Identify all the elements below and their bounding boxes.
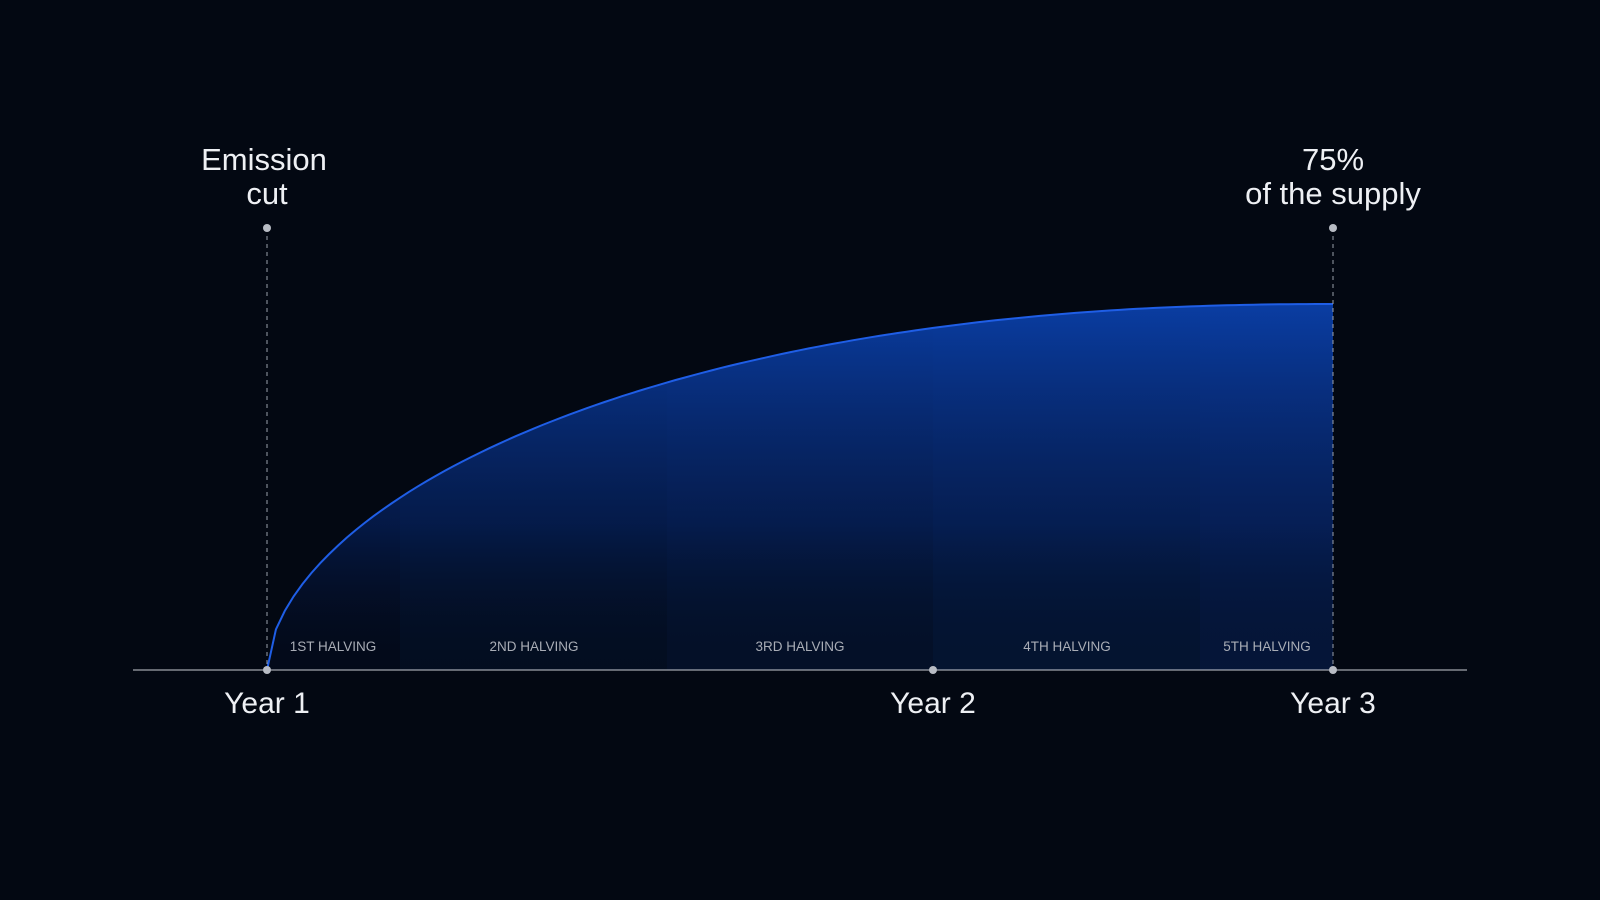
emission-cut-label-line-2: cut	[246, 176, 288, 211]
halving-label-3: 3RD HALVING	[755, 639, 844, 654]
year-3-axis-dot	[1329, 666, 1337, 674]
halving-label-4: 4TH HALVING	[1023, 639, 1111, 654]
x-tick-year-3: Year 3	[1290, 687, 1376, 720]
halving-labels: 1ST HALVING 2ND HALVING 3RD HALVING 4TH HAL…	[290, 639, 1311, 654]
supply-label: of the supply	[1245, 176, 1421, 211]
halving-label-2: 2ND HALVING	[489, 639, 578, 654]
x-tick-year-1: Year 1	[224, 687, 310, 720]
supply-area	[267, 304, 1333, 670]
supply-marker-dot	[1329, 224, 1337, 232]
emission-cut-marker-dot	[263, 224, 271, 232]
halving-label-5: 5TH HALVING	[1223, 639, 1311, 654]
year-1-axis-dot	[263, 666, 271, 674]
supply-curve	[266, 303, 1333, 671]
supply-pct-label: 75%	[1302, 142, 1364, 177]
year-2-axis-dot	[929, 666, 937, 674]
emission-cut-label-line-1: Emission	[201, 142, 327, 177]
x-tick-year-2: Year 2	[890, 687, 976, 720]
halving-label-1: 1ST HALVING	[290, 639, 377, 654]
